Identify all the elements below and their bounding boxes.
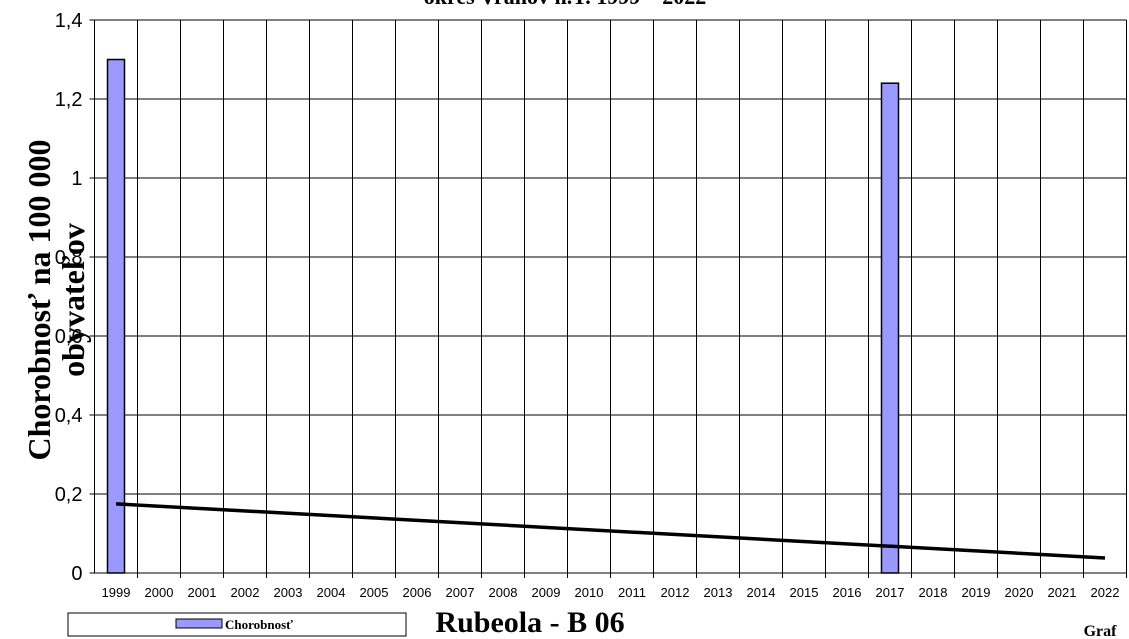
legend-swatch [175, 618, 223, 629]
x-tick-label: 2009 [532, 585, 561, 600]
x-tick-label: 2016 [833, 585, 862, 600]
x-tick-label: 2004 [317, 585, 346, 600]
x-tick-label: 2007 [446, 585, 475, 600]
x-tick-label: 2022 [1091, 585, 1120, 600]
x-tick-label: 2005 [360, 585, 389, 600]
x-tick-label: 2020 [1005, 585, 1034, 600]
x-tick-label: 2014 [747, 585, 776, 600]
x-tick-label: 2003 [274, 585, 303, 600]
x-tick-label: 2011 [618, 585, 646, 600]
x-tick-label: 1999 [102, 585, 131, 600]
y-tick-label: 0,4 [55, 405, 83, 427]
x-tick-label: 2010 [575, 585, 604, 600]
y-label-line: obyvateľov [55, 223, 91, 377]
bar [880, 82, 900, 574]
x-tick-label: 2002 [231, 585, 260, 600]
x-tick-label: 2015 [790, 585, 819, 600]
x-tick-label: 2018 [919, 585, 948, 600]
x-tick-label: 2019 [962, 585, 991, 600]
legend-box [67, 612, 407, 637]
y-tick-label: 0,2 [55, 484, 83, 506]
legend-label: Chorobnosť [225, 617, 293, 632]
y-tick-label: 0,6 [55, 326, 83, 348]
x-tick-label: 2017 [876, 585, 905, 600]
x-tick-label: 2012 [661, 585, 690, 600]
y-tick-label: 1 [71, 168, 82, 190]
y-tick-label: 1,4 [55, 10, 83, 32]
x-tick-label: 2008 [489, 585, 518, 600]
x-tick-label: 2006 [403, 585, 432, 600]
note: Graf [1084, 623, 1118, 639]
x-tick-label: 2013 [704, 585, 733, 600]
y-tick-label: 1,2 [55, 89, 83, 111]
y-label-line: Chorobnosť na 100 000 [21, 139, 57, 460]
trendline [115, 502, 1106, 560]
bar [106, 58, 126, 574]
subtitle: Rubeola - B 06 [435, 606, 624, 639]
y-tick-label: 0,8 [55, 247, 83, 269]
x-tick-label: 2000 [145, 585, 174, 600]
chart-title: okres Vranov n.T. 1999 – 2022 [424, 0, 707, 9]
x-tick-label: 2021 [1048, 585, 1077, 600]
y-label: Chorobnosť na 100 000 obyvateľov [21, 139, 91, 460]
y-tick-label: 0 [71, 563, 82, 585]
x-tick-label: 2001 [188, 585, 217, 600]
